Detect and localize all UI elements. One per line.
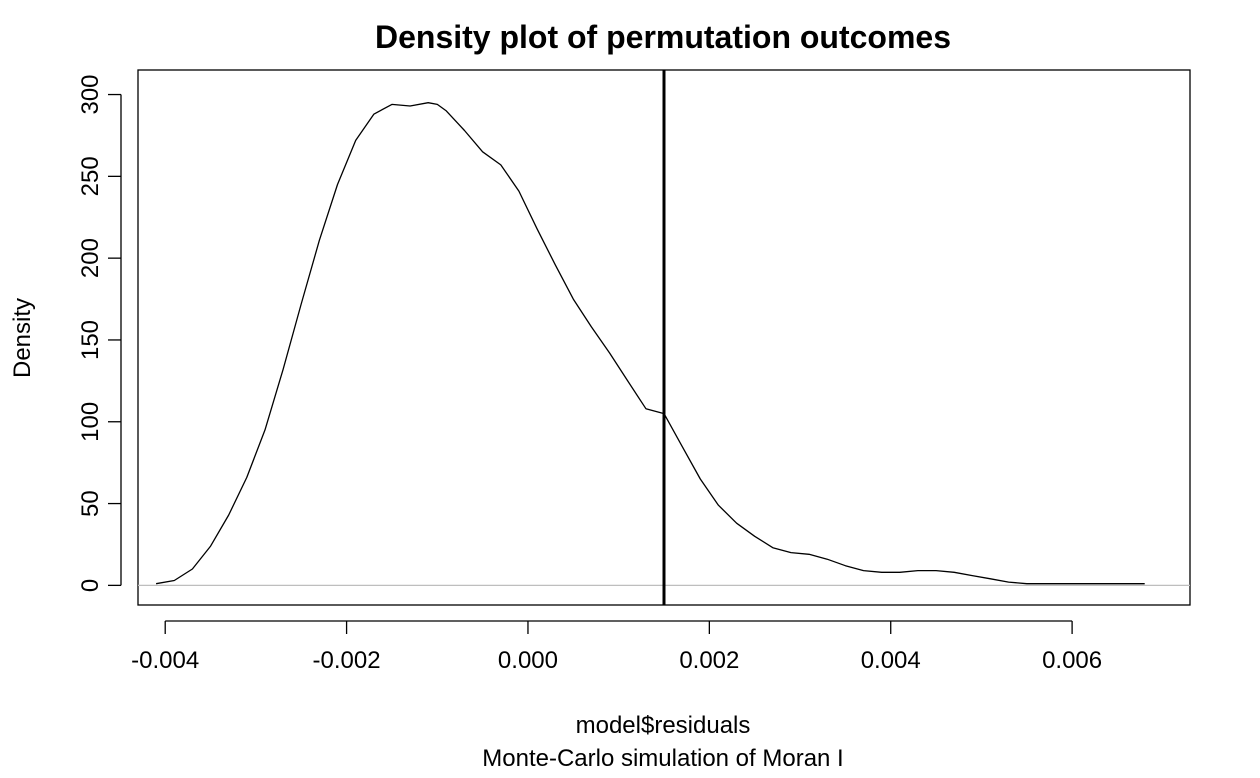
y-tick-label: 100	[77, 402, 104, 442]
x-tick-label: -0.002	[313, 647, 381, 674]
x-tick-label: 0.004	[861, 647, 921, 674]
chart-subtitle: Monte-Carlo simulation of Moran I	[482, 745, 843, 772]
y-axis-label: Density	[9, 298, 36, 378]
y-tick-label: 200	[77, 238, 104, 278]
density-curve	[155, 102, 1145, 585]
y-tick-label: 150	[77, 320, 104, 360]
x-tick-label: -0.004	[131, 647, 199, 674]
y-tick-label: 50	[77, 490, 104, 517]
y-tick-label: 0	[77, 579, 104, 592]
x-tick-label: 0.006	[1042, 647, 1102, 674]
y-tick-label: 250	[77, 156, 104, 196]
x-tick-label: 0.000	[498, 647, 558, 674]
chart-title: Density plot of permutation outcomes	[375, 19, 951, 55]
y-tick-label: 300	[77, 74, 104, 114]
x-tick-label: 0.002	[679, 647, 739, 674]
x-axis-label: model$residuals	[576, 712, 751, 739]
